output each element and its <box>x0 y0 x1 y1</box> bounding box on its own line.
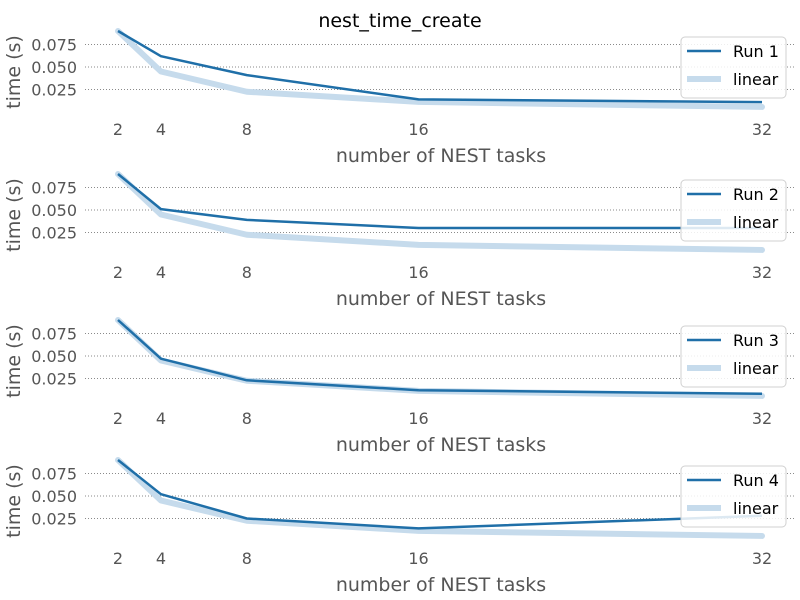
subplot-3: 0.025 0.050 0.075 2 4 8 16 32 number of NEST tas… <box>3 317 795 456</box>
legend-label-linear: linear <box>733 499 779 518</box>
x-axis-label: number of NEST tasks <box>336 434 546 456</box>
x-tick-label: 8 <box>242 263 252 282</box>
x-tick-label: 32 <box>752 549 772 568</box>
y-tick-label: 0.075 <box>31 325 77 344</box>
y-tick-label: 0.075 <box>31 465 77 484</box>
y-axis-label: time (s) <box>3 324 25 398</box>
legend-label-linear: linear <box>733 70 779 89</box>
series-line-linear <box>115 317 765 399</box>
legend: Run 3 linear <box>680 325 787 388</box>
subplot-4: 0.025 0.050 0.075 2 4 8 16 32 number of NEST tas… <box>3 457 795 596</box>
series-line-linear <box>115 457 765 539</box>
legend-label-linear: linear <box>733 213 779 232</box>
legend: Run 4 linear <box>680 465 787 528</box>
y-axis-label: time (s) <box>3 464 25 538</box>
x-tick-label: 32 <box>752 263 772 282</box>
x-tick-label: 8 <box>242 409 252 428</box>
series-line-run-2 <box>117 173 762 230</box>
x-tick-label: 8 <box>242 549 252 568</box>
x-tick-label: 4 <box>156 120 166 139</box>
x-tick-label: 4 <box>156 549 166 568</box>
y-tick-label: 0.025 <box>31 81 77 100</box>
legend: Run 1 linear <box>680 36 787 99</box>
x-tick-label: 2 <box>113 120 123 139</box>
x-tick-label: 32 <box>752 120 772 139</box>
y-tick-label: 0.075 <box>31 36 77 55</box>
x-tick-label: 16 <box>408 120 428 139</box>
y-tick-label: 0.025 <box>31 224 77 243</box>
y-tick-label: 0.050 <box>31 201 77 220</box>
legend: Run 2 linear <box>680 179 787 242</box>
y-tick-label: 0.050 <box>31 58 77 77</box>
y-axis-label: time (s) <box>3 35 25 109</box>
x-axis-label: number of NEST tasks <box>336 574 546 596</box>
legend-label-linear: linear <box>733 359 779 378</box>
x-tick-label: 2 <box>113 549 123 568</box>
y-tick-label: 0.025 <box>31 510 77 529</box>
x-axis-label: number of NEST tasks <box>336 145 546 167</box>
legend-label-run: Run 2 <box>733 185 779 204</box>
x-tick-label: 16 <box>408 549 428 568</box>
series-line-linear <box>115 171 765 253</box>
y-tick-label: 0.050 <box>31 347 77 366</box>
x-tick-label: 8 <box>242 120 252 139</box>
x-tick-label: 2 <box>113 263 123 282</box>
subplot-1: 0.025 0.050 0.075 2 4 8 16 32 number of NEST tas… <box>3 28 795 167</box>
x-axis-label: number of NEST tasks <box>336 288 546 310</box>
legend-label-run: Run 1 <box>733 42 779 61</box>
x-tick-label: 32 <box>752 409 772 428</box>
legend-label-run: Run 3 <box>733 331 779 350</box>
y-tick-label: 0.050 <box>31 487 77 506</box>
chart-title: nest_time_create <box>318 10 481 32</box>
x-tick-label: 16 <box>408 409 428 428</box>
y-tick-label: 0.025 <box>31 370 77 389</box>
subplot-panels: 0.025 0.050 0.075 2 4 8 16 32 number of NEST tas… <box>3 28 795 596</box>
y-tick-label: 0.075 <box>31 179 77 198</box>
y-axis-label: time (s) <box>3 178 25 252</box>
legend-label-run: Run 4 <box>733 471 779 490</box>
series-line-run-3 <box>117 319 763 396</box>
subplot-2: 0.025 0.050 0.075 2 4 8 16 32 number of NEST tas… <box>3 171 795 310</box>
x-tick-label: 4 <box>156 409 166 428</box>
x-tick-label: 16 <box>408 263 428 282</box>
x-tick-label: 2 <box>113 409 123 428</box>
x-tick-label: 4 <box>156 263 166 282</box>
